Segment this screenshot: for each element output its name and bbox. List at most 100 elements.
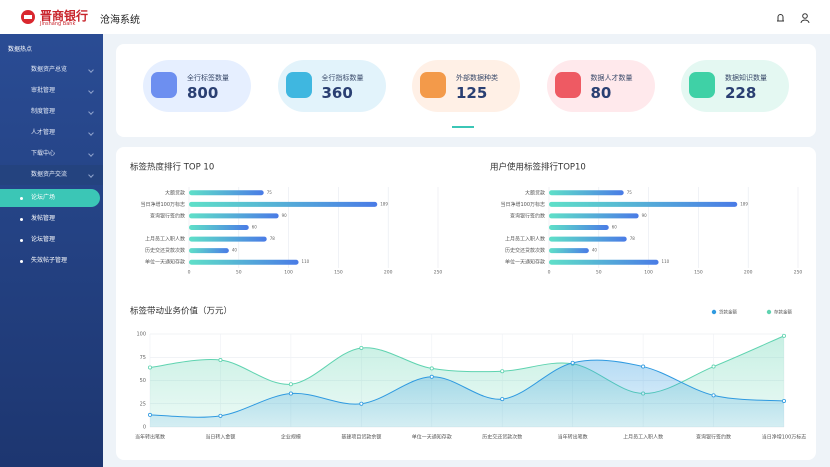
sidebar: 数据热点 数据资产总览 审批管理 制度管理 人才管理 下载中心 数据资产交流 论坛广场发帖管… bbox=[0, 34, 103, 467]
x-tick-label: 0 bbox=[548, 270, 551, 276]
system-name: 沧海系统 bbox=[100, 15, 140, 26]
nav-item[interactable]: 数据资产总览 bbox=[0, 60, 103, 80]
y-tick-label: 50 bbox=[140, 378, 146, 384]
bar bbox=[189, 225, 249, 230]
x-tick-label: 0 bbox=[188, 270, 191, 276]
x-tick-label: 150 bbox=[694, 270, 703, 276]
stat-card: 全行指标数量 360 bbox=[277, 60, 386, 112]
point bbox=[500, 369, 505, 374]
stat-card: 全行标签数量 800 bbox=[143, 60, 251, 112]
y-tick-label: 历史交还贷款次数 bbox=[505, 247, 545, 254]
sidebar-section: 数据热点 bbox=[8, 46, 33, 53]
stat-label: 外部数据种类 bbox=[456, 74, 498, 82]
stat-icon bbox=[285, 72, 312, 98]
data-label: 60 bbox=[252, 225, 258, 230]
y-tick-label: 单位一天通知存款 bbox=[505, 259, 545, 266]
stat-label: 数据知识数量 bbox=[725, 74, 767, 82]
y-tick-label: 0 bbox=[143, 425, 146, 431]
stat-value: 800 bbox=[187, 84, 219, 102]
chart-title: 标签热度排行 TOP 10 bbox=[130, 162, 214, 173]
x-tick-label: 250 bbox=[434, 270, 443, 276]
brand-en: Jinshang Bank bbox=[40, 21, 76, 27]
bar bbox=[549, 201, 738, 207]
legend-swatch bbox=[711, 309, 717, 315]
nav-item[interactable]: 审批管理 bbox=[0, 81, 103, 101]
legend-label: 贷款金额 bbox=[719, 309, 737, 316]
point bbox=[288, 382, 293, 387]
legend-swatch bbox=[766, 309, 772, 315]
y-tick-label: 查询银行签约数 bbox=[150, 212, 185, 219]
bar bbox=[549, 259, 659, 265]
stat-value: 125 bbox=[456, 84, 488, 102]
stat-icon bbox=[689, 72, 715, 98]
bar bbox=[189, 248, 229, 254]
x-tick-label: 100 bbox=[644, 270, 653, 276]
stat-value: 80 bbox=[590, 84, 612, 102]
point bbox=[429, 374, 434, 379]
stat-label: 全行指标数量 bbox=[321, 74, 364, 82]
y-tick-label: 当日净增100万标志 bbox=[500, 201, 545, 208]
x-tick-label: 100 bbox=[284, 270, 293, 276]
y-tick-label: 100 bbox=[136, 332, 146, 338]
stat-card: 外部数据种类 125 bbox=[412, 60, 520, 112]
stat-value: 360 bbox=[321, 84, 353, 102]
nav-item[interactable]: 下载中心 bbox=[0, 144, 103, 164]
y-tick-label: 上月员工入职人数 bbox=[145, 236, 185, 243]
nav-subitem[interactable]: 论坛管理 bbox=[0, 231, 103, 249]
x-tick-label: 当年转出笔数 bbox=[558, 434, 588, 441]
point bbox=[711, 364, 716, 369]
nav-subitem[interactable]: 失效帖子管理 bbox=[0, 252, 103, 270]
nav-subitem[interactable]: 发帖管理 bbox=[0, 210, 103, 228]
x-tick-label: 上月员工入职人数 bbox=[623, 434, 663, 441]
brand: 晋商银行 bbox=[40, 9, 89, 23]
x-tick-label: 200 bbox=[384, 270, 393, 276]
x-tick-label: 历史交还贷款次数 bbox=[482, 434, 522, 441]
nav-item[interactable]: 人才管理 bbox=[0, 123, 103, 143]
data-label: 90 bbox=[282, 213, 288, 218]
data-label: 75 bbox=[267, 190, 273, 195]
y-tick-label: 查询银行签约数 bbox=[510, 212, 545, 219]
x-tick-label: 150 bbox=[334, 270, 343, 276]
x-tick-label: 250 bbox=[794, 270, 803, 276]
y-tick-label: 25 bbox=[140, 401, 146, 407]
point bbox=[429, 366, 434, 371]
data-label: 78 bbox=[630, 236, 636, 241]
point bbox=[500, 397, 505, 402]
stat-label: 全行标签数量 bbox=[187, 74, 229, 82]
nav-item[interactable]: 制度管理 bbox=[0, 102, 103, 122]
y-tick-label: 单位一天通知存款 bbox=[145, 259, 185, 266]
bar bbox=[549, 190, 624, 196]
y-tick-label: 历史交还贷款次数 bbox=[145, 247, 185, 254]
point bbox=[570, 360, 575, 365]
point bbox=[359, 401, 364, 406]
nav-subitem[interactable]: 论坛广场 bbox=[0, 189, 100, 207]
stat-icon bbox=[554, 72, 581, 98]
data-label: 110 bbox=[662, 259, 670, 264]
point bbox=[711, 393, 716, 398]
stat-card: 数据知识数量 228 bbox=[681, 60, 789, 112]
y-tick-label: 当日净增100万标志 bbox=[140, 201, 185, 208]
point bbox=[147, 412, 152, 417]
nav-item[interactable]: 数据资产交流 bbox=[0, 165, 103, 185]
stat-label: 数据人才数量 bbox=[590, 74, 633, 82]
bar bbox=[189, 190, 264, 196]
stat-card: 数据人才数量 80 bbox=[546, 60, 655, 112]
header-icons[interactable] bbox=[775, 12, 815, 24]
bar bbox=[189, 201, 378, 207]
bar bbox=[189, 213, 279, 219]
pager bbox=[452, 126, 474, 128]
bar bbox=[549, 248, 589, 254]
y-tick-label: 大额贷款 bbox=[165, 189, 185, 196]
stat-icon bbox=[151, 72, 177, 98]
x-tick-label: 企业规模 bbox=[281, 434, 301, 441]
point bbox=[641, 364, 646, 369]
point bbox=[782, 398, 787, 403]
point bbox=[147, 365, 152, 370]
point bbox=[218, 358, 223, 363]
data-label: 189 bbox=[380, 201, 388, 206]
data-label: 110 bbox=[302, 259, 310, 264]
point bbox=[218, 413, 223, 418]
header: 晋商银行 Jinshang Bank 沧海系统 bbox=[0, 0, 830, 34]
